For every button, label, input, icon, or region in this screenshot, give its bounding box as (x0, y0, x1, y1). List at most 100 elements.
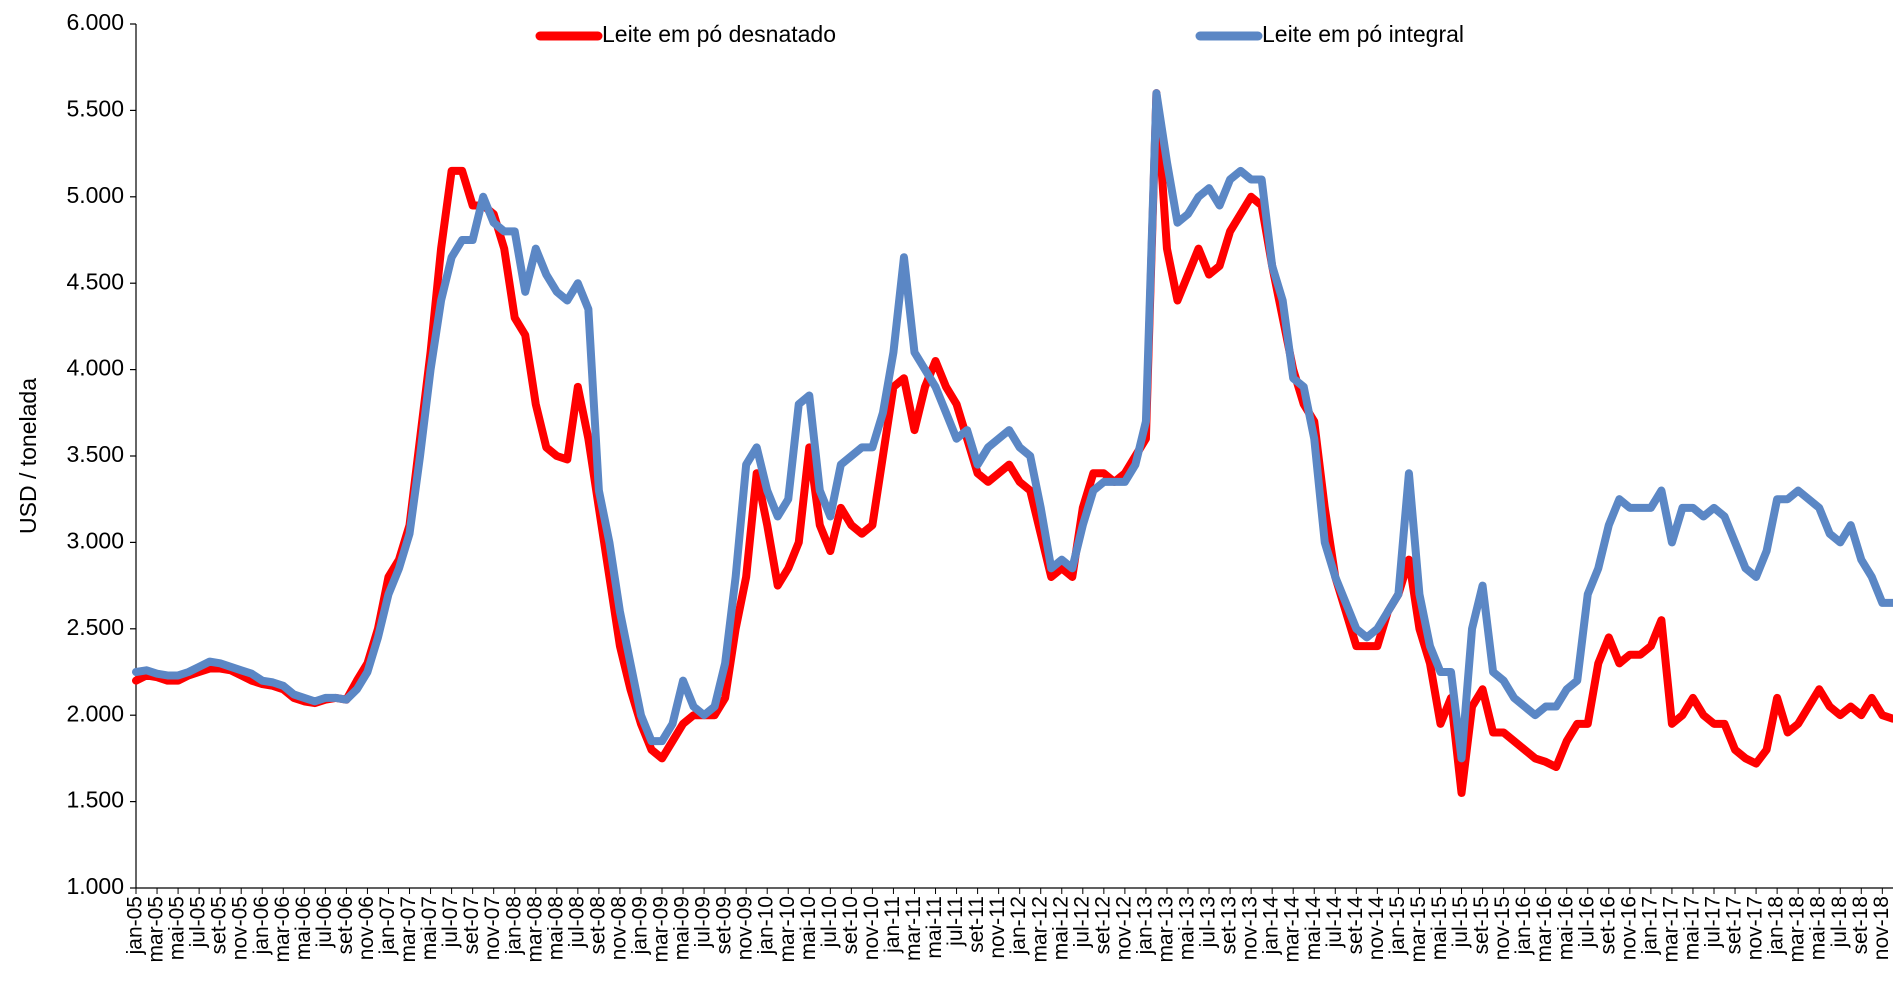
y-tick-label: 3.000 (66, 527, 124, 553)
x-tick-label: mar-15 (1407, 896, 1430, 963)
y-tick-label: 1.000 (66, 873, 124, 899)
x-tick-label: jul-15 (1449, 896, 1472, 948)
x-tick-label: mar-09 (650, 896, 673, 963)
x-tick-label: nov-09 (734, 896, 757, 960)
y-tick-label: 4.000 (66, 355, 124, 381)
x-tick-label: set-13 (1218, 896, 1241, 954)
x-tick-label: jul-13 (1197, 896, 1220, 948)
x-tick-label: nov-11 (986, 896, 1009, 959)
x-tick-label: set-06 (334, 896, 357, 954)
x-tick-label: jan-16 (1512, 896, 1535, 955)
x-tick-label: mai-07 (418, 896, 441, 960)
y-tick-label: 5.000 (66, 182, 124, 208)
x-tick-label: nov-15 (1491, 896, 1514, 960)
x-tick-label: jan-14 (1260, 896, 1283, 956)
x-tick-label: nov-18 (1870, 896, 1893, 960)
y-tick-label: 6.000 (66, 9, 124, 35)
x-tick-label: mai-06 (292, 896, 315, 960)
x-tick-label: set-08 (586, 896, 609, 954)
x-tick-label: mai-15 (1428, 896, 1451, 960)
x-tick-label: mar-11 (902, 896, 925, 961)
plot-area (132, 89, 1893, 797)
x-tick-label: mar-14 (1281, 896, 1304, 963)
x-tick-label: mar-05 (145, 896, 168, 963)
x-tick-label: jul-18 (1828, 896, 1851, 948)
x-tick-label: mai-11 (923, 896, 946, 959)
x-tick-label: set-12 (1091, 896, 1114, 954)
x-tick-label: set-10 (839, 896, 862, 954)
x-tick-label: nov-13 (1239, 896, 1262, 960)
x-tick-label: mai-17 (1681, 896, 1704, 960)
x-tick-label: mar-08 (523, 896, 546, 963)
legend-label: Leite em pó integral (1262, 21, 1464, 47)
x-tick-label: set-11 (965, 896, 988, 953)
x-tick-label: nov-06 (355, 896, 378, 960)
x-tick-label: jan-06 (250, 896, 273, 955)
x-tick-label: mai-10 (797, 896, 820, 960)
x-tick-label: nov-17 (1744, 896, 1767, 960)
x-tick-label: nov-10 (860, 896, 883, 960)
x-tick-label: jan-05 (124, 896, 147, 955)
x-tick-label: mai-14 (1302, 896, 1325, 961)
x-tick-label: mai-09 (671, 896, 694, 960)
x-tick-label: nov-12 (1112, 896, 1135, 960)
x-tick-label: nov-07 (481, 896, 504, 960)
x-tick-label: mai-12 (1049, 896, 1072, 960)
y-tick-label: 2.000 (66, 700, 124, 726)
x-tick-label: jul-14 (1323, 896, 1346, 949)
x-tick-label: mar-12 (1028, 896, 1051, 963)
x-tick-label: jul-07 (439, 896, 462, 948)
x-tick-label: set-17 (1723, 896, 1746, 954)
x-tick-label: jul-11 (944, 896, 967, 947)
x-tick-label: mai-08 (544, 896, 567, 960)
x-tick-label: jan-17 (1638, 896, 1661, 955)
x-tick-label: nov-05 (229, 896, 252, 960)
x-tick-label: jan-09 (629, 896, 652, 955)
x-tick-label: nov-08 (607, 896, 630, 960)
x-tick-label: jul-06 (313, 896, 336, 948)
x-tick-label: jan-08 (502, 896, 525, 955)
x-tick-label: jul-08 (565, 896, 588, 948)
x-tick-label: jan-07 (376, 896, 399, 955)
x-tick-label: jan-18 (1765, 896, 1788, 955)
x-tick-label: mai-18 (1807, 896, 1830, 960)
x-tick-label: jan-11 (881, 896, 904, 954)
x-tick-label: jul-05 (187, 896, 210, 948)
x-tick-label: set-18 (1849, 896, 1872, 954)
x-tick-label: jan-13 (1133, 896, 1156, 955)
x-tick-label: jul-10 (818, 896, 841, 948)
x-tick-label: jul-12 (1070, 896, 1093, 948)
x-tick-label: mar-16 (1533, 896, 1556, 963)
x-tick-label: nov-16 (1617, 896, 1640, 960)
x-tick-label: jul-16 (1575, 896, 1598, 948)
y-axis-label: USD / tonelada (15, 378, 41, 534)
x-tick-label: nov-14 (1365, 896, 1388, 961)
series-line (132, 89, 1893, 763)
x-tick-label: mar-13 (1155, 896, 1178, 963)
x-tick-label: jul-09 (692, 896, 715, 948)
x-tick-label: mar-06 (271, 896, 294, 963)
y-tick-label: 2.500 (66, 614, 124, 640)
x-tick-label: jan-10 (755, 896, 778, 955)
x-tick-label: set-16 (1596, 896, 1619, 954)
x-tick-label: mai-13 (1176, 896, 1199, 960)
x-tick-label: jul-17 (1702, 896, 1725, 948)
y-tick-label: 5.500 (66, 95, 124, 121)
x-tick-label: mar-17 (1659, 896, 1682, 963)
x-tick-label: set-05 (208, 896, 231, 954)
x-tick-label: set-15 (1470, 896, 1493, 954)
x-tick-label: mar-10 (776, 896, 799, 963)
x-tick-label: set-14 (1344, 896, 1367, 955)
x-tick-label: set-07 (460, 896, 483, 954)
x-tick-label: mai-16 (1554, 896, 1577, 960)
y-tick-label: 3.500 (66, 441, 124, 467)
y-tick-label: 4.500 (66, 268, 124, 294)
x-tick-label: mar-07 (397, 896, 420, 963)
y-tick-label: 1.500 (66, 787, 124, 813)
legend-label: Leite em pó desnatado (602, 21, 836, 47)
x-tick-label: mai-05 (166, 896, 189, 960)
x-tick-label: jan-12 (1007, 896, 1030, 955)
x-tick-label: set-09 (713, 896, 736, 954)
x-tick-label: jan-15 (1386, 896, 1409, 955)
